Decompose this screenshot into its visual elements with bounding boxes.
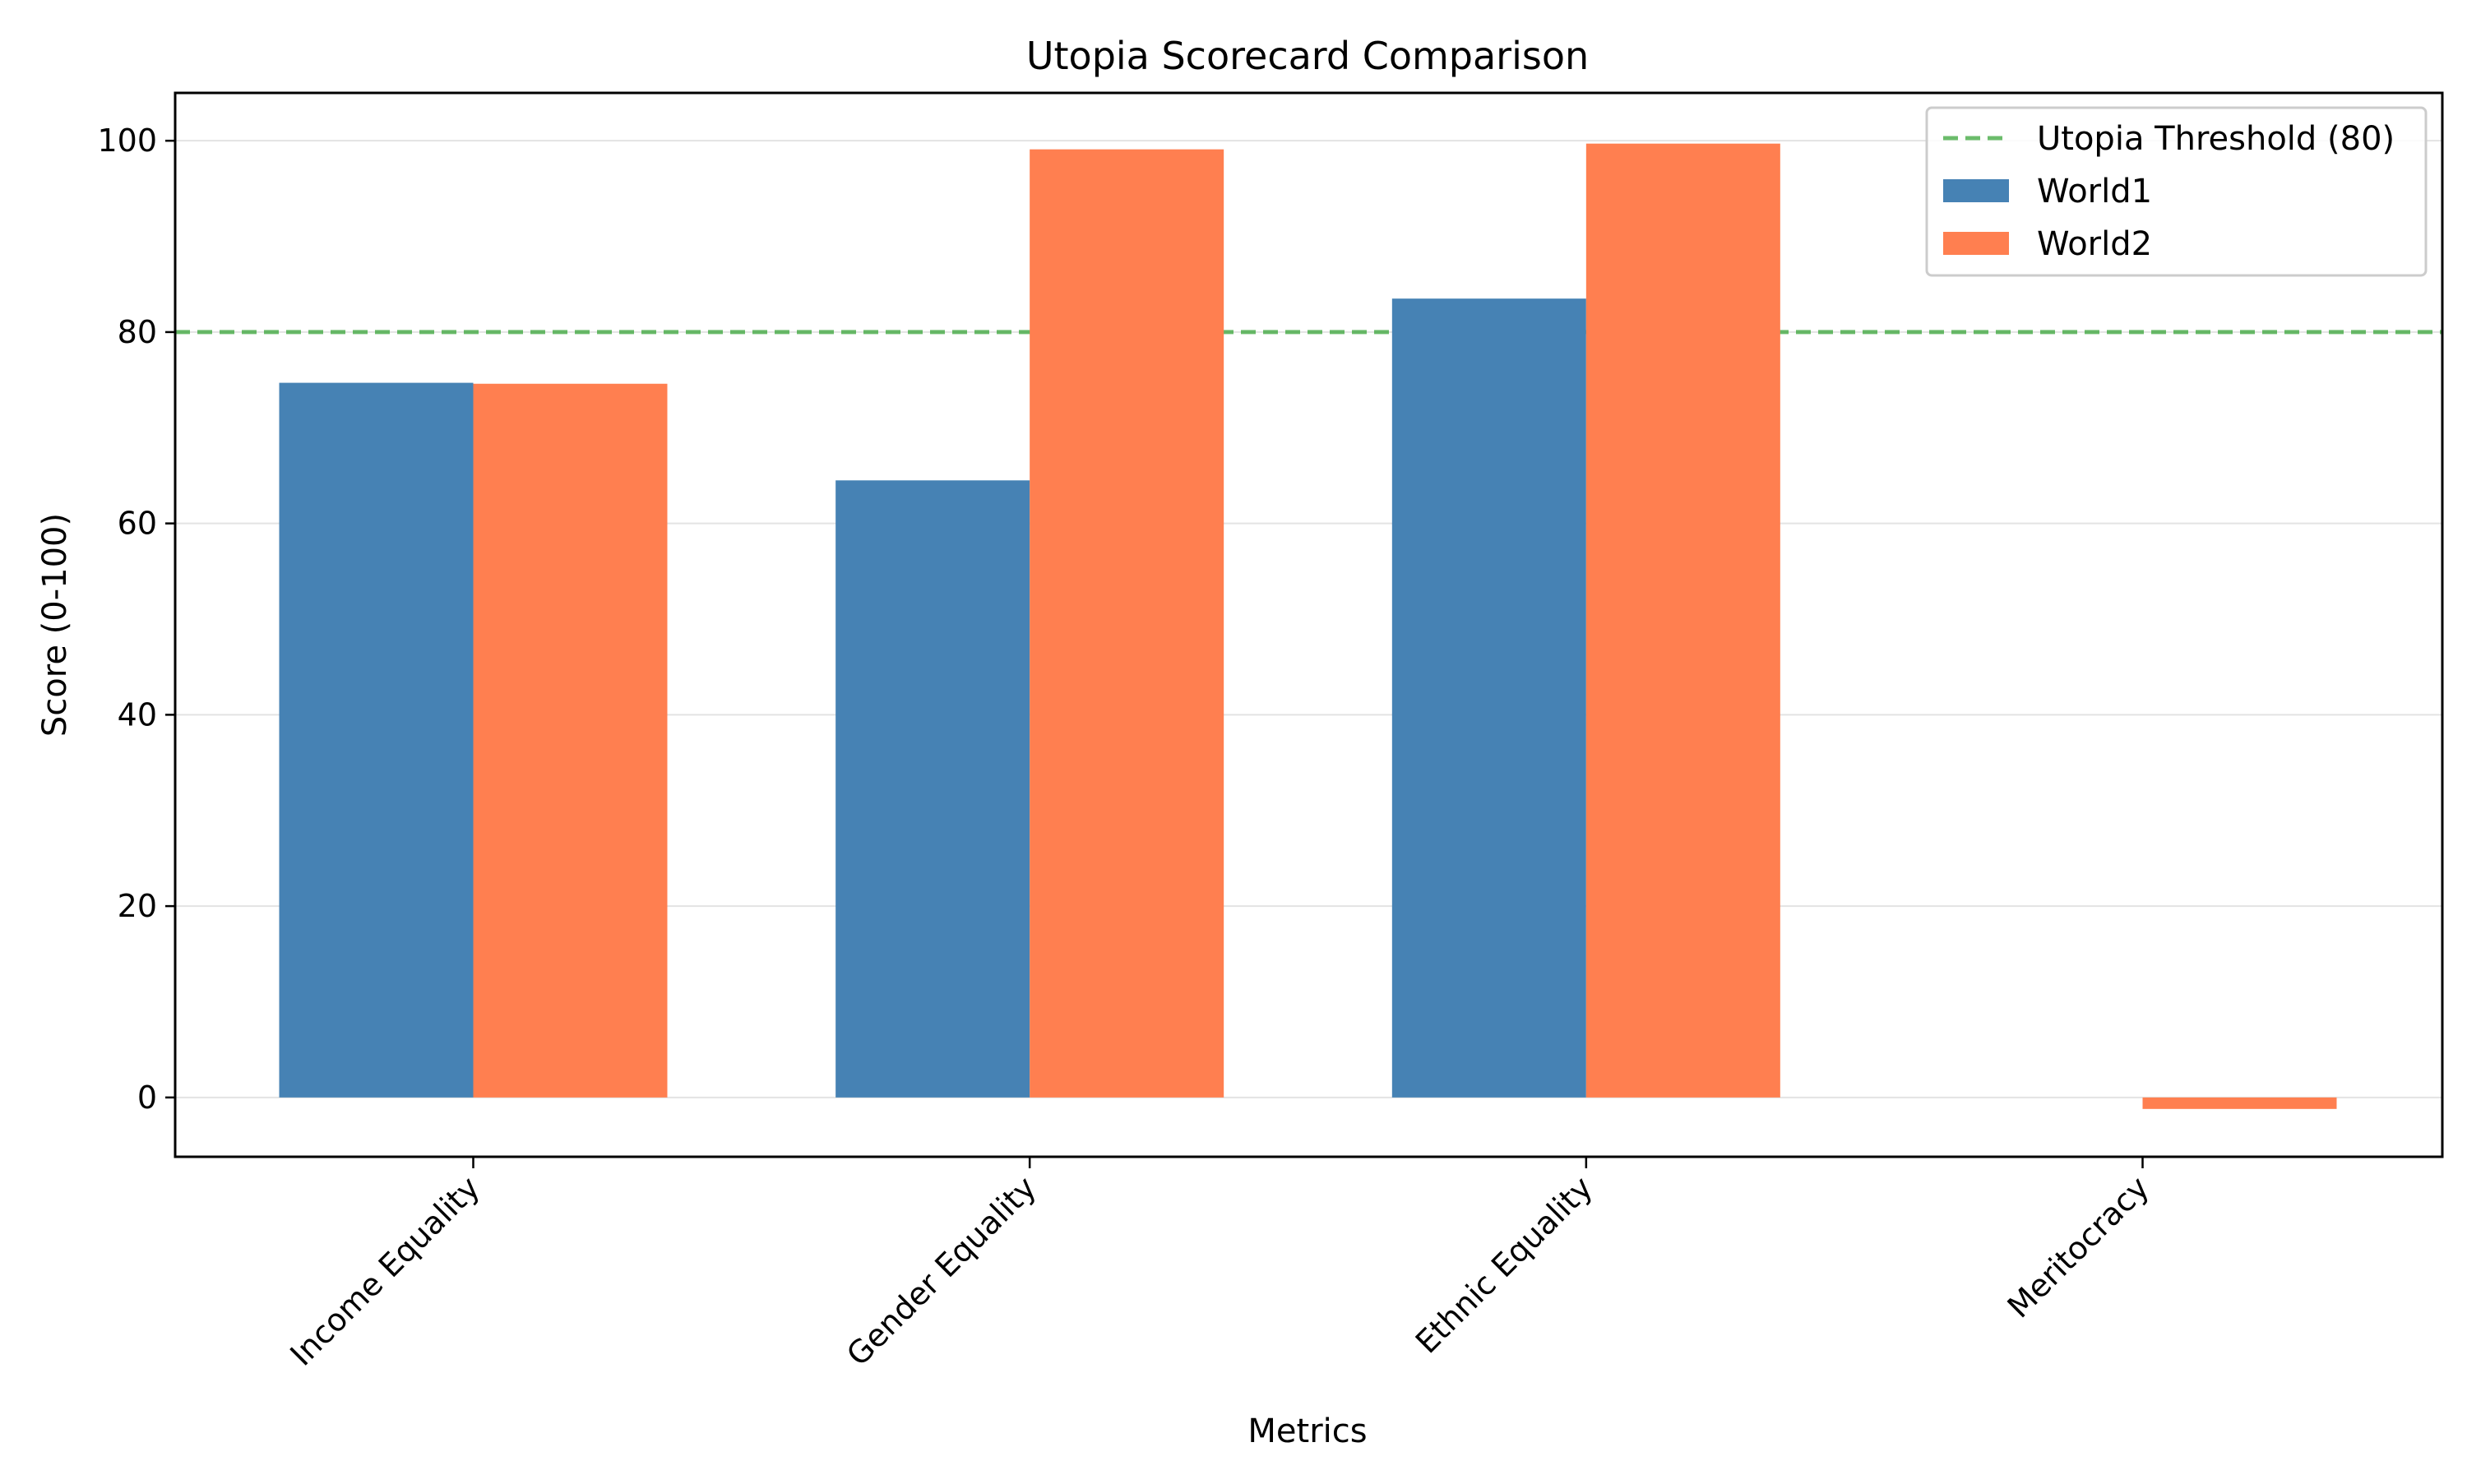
bar-world1-ethnic-equality [1391, 298, 1586, 1098]
x-axis-label: Metrics [1247, 1412, 1367, 1450]
x-tick-label: Ethnic Equality [1409, 1169, 1599, 1360]
legend-world1-swatch [1943, 179, 2009, 202]
legend-threshold-label: Utopia Threshold (80) [2037, 120, 2395, 158]
x-tick-label: Gender Equality [840, 1169, 1044, 1373]
legend: Utopia Threshold (80) World1 World2 [1925, 106, 2428, 277]
y-tick-label: 60 [118, 506, 157, 542]
plot-frame [174, 91, 2444, 1158]
bar-world1-income-equality [279, 382, 474, 1098]
chart-title: Utopia Scorecard Comparison [1026, 34, 1589, 78]
bar-world2-ethnic-equality [1585, 143, 1780, 1098]
y-tick-label: 100 [97, 123, 157, 159]
bar-world2-gender-equality [1030, 149, 1224, 1098]
bars [279, 143, 2337, 1109]
y-tick-label: 0 [137, 1079, 157, 1116]
y-axis-label: Score (0-100) [36, 513, 74, 737]
legend-world1-label: World1 [2037, 173, 2152, 210]
x-tick-label: Meritocracy [2001, 1169, 2156, 1325]
y-axis-ticks: 0 20 40 60 80 100 [97, 123, 175, 1116]
legend-world2-swatch [1943, 232, 2009, 255]
bar-world2-meritocracy [2142, 1097, 2337, 1109]
bar-world2-income-equality [473, 383, 668, 1098]
bar-world1-gender-equality [835, 480, 1030, 1098]
y-tick-label: 40 [118, 696, 157, 733]
x-tick-label: Income Equality [283, 1169, 486, 1372]
legend-world2-label: World2 [2037, 225, 2152, 263]
legend-box [1925, 106, 2428, 277]
y-tick-label: 20 [118, 888, 157, 924]
x-axis-ticks: Income Equality Gender Equality Ethnic Equ… [283, 1157, 2156, 1373]
y-tick-label: 80 [118, 314, 157, 350]
